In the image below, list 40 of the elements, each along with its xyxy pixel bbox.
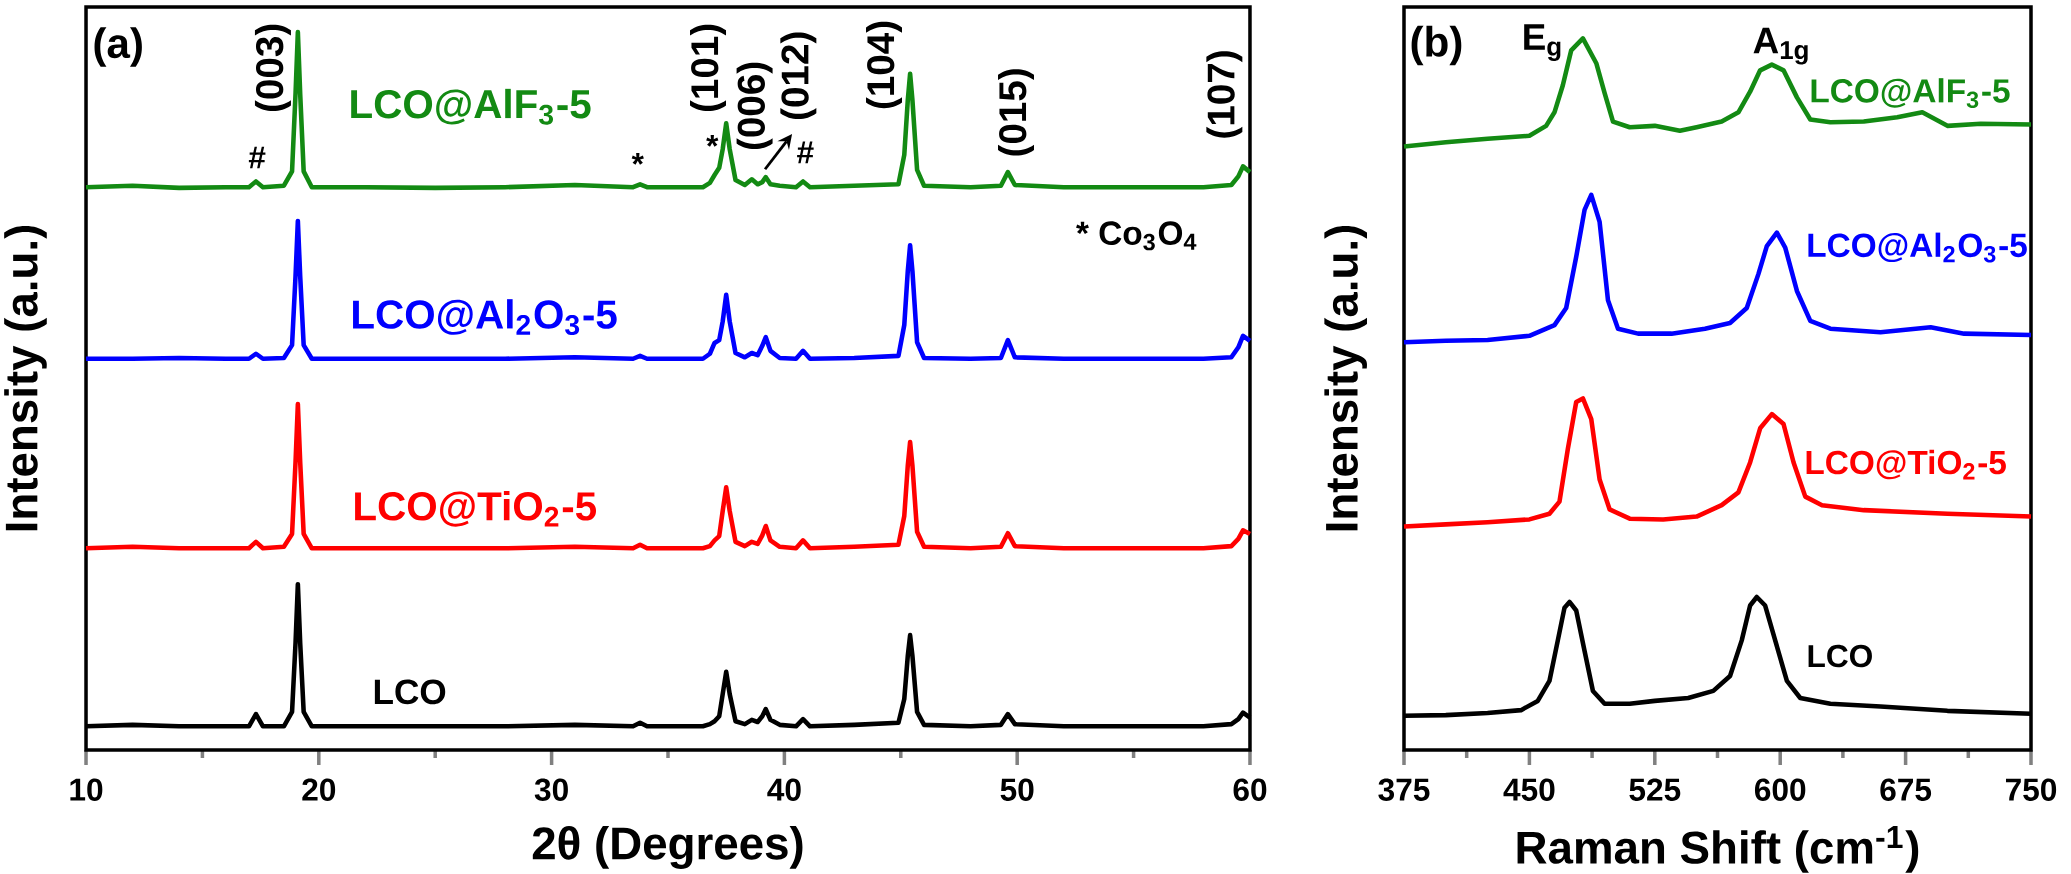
annotation: (104): [866, 21, 903, 109]
x-tick-label: 600: [1754, 778, 1806, 801]
annotation: (101): [690, 24, 727, 112]
x-tick-label: 750: [2005, 778, 2057, 801]
series-label: LCO@AlF$_{3}$-5: [351, 88, 591, 125]
x-tick-label: 20: [302, 778, 336, 801]
annotation: (003): [254, 24, 291, 112]
y-axis-title: Intensity (a.u.): [1324, 225, 1367, 531]
x-tick-label: 60: [1233, 778, 1267, 801]
series-label: LCO: [1808, 644, 1872, 668]
x-tick-label: 450: [1503, 778, 1555, 801]
annotation: (006): [736, 62, 773, 150]
x-tick-label: 30: [534, 778, 568, 801]
series-label: LCO@TiO$_{2}$-5: [355, 490, 597, 527]
series-label: LCO@Al$_{2}$O$_{3}$-5: [353, 299, 617, 336]
annotation: E$_{g}$: [1524, 24, 1561, 61]
x-axis-title: 2θ (Degrees): [532, 826, 803, 869]
annotation: (015): [998, 69, 1035, 156]
annotation: (107): [1206, 51, 1243, 138]
annotation: #: [248, 146, 266, 169]
y-axis-title: Intensity (a.u.): [4, 225, 47, 531]
x-axis-title: Raman Shift (cm$^{-1}$): [1517, 826, 1919, 873]
series-label: LCO@AlF$_{3}$-5: [1811, 78, 2010, 109]
x-tick-label: 50: [1000, 778, 1034, 801]
x-tick-label: 375: [1378, 778, 1430, 801]
annotation: (012): [780, 32, 817, 119]
annotation: (b): [1411, 25, 1462, 66]
series-label: LCO@Al$_{2}$O$_{3}$-5: [1808, 232, 2027, 263]
x-tick-label: 525: [1629, 778, 1681, 801]
x-tick-label: 10: [70, 778, 103, 801]
annotation: * Co$_{3}$O$_{4}$: [1076, 221, 1197, 251]
annotation: (a): [94, 27, 142, 67]
annotation: #: [797, 141, 814, 164]
annotation: A$_{1g}$: [1753, 27, 1808, 65]
series-label: LCO@TiO$_{2}$-5: [1806, 449, 2006, 480]
annotation: *: [706, 134, 719, 147]
annotation: *: [631, 152, 644, 165]
series-label: LCO: [374, 679, 446, 705]
x-tick-label: 675: [1880, 778, 1932, 801]
x-tick-label: 40: [767, 778, 801, 801]
